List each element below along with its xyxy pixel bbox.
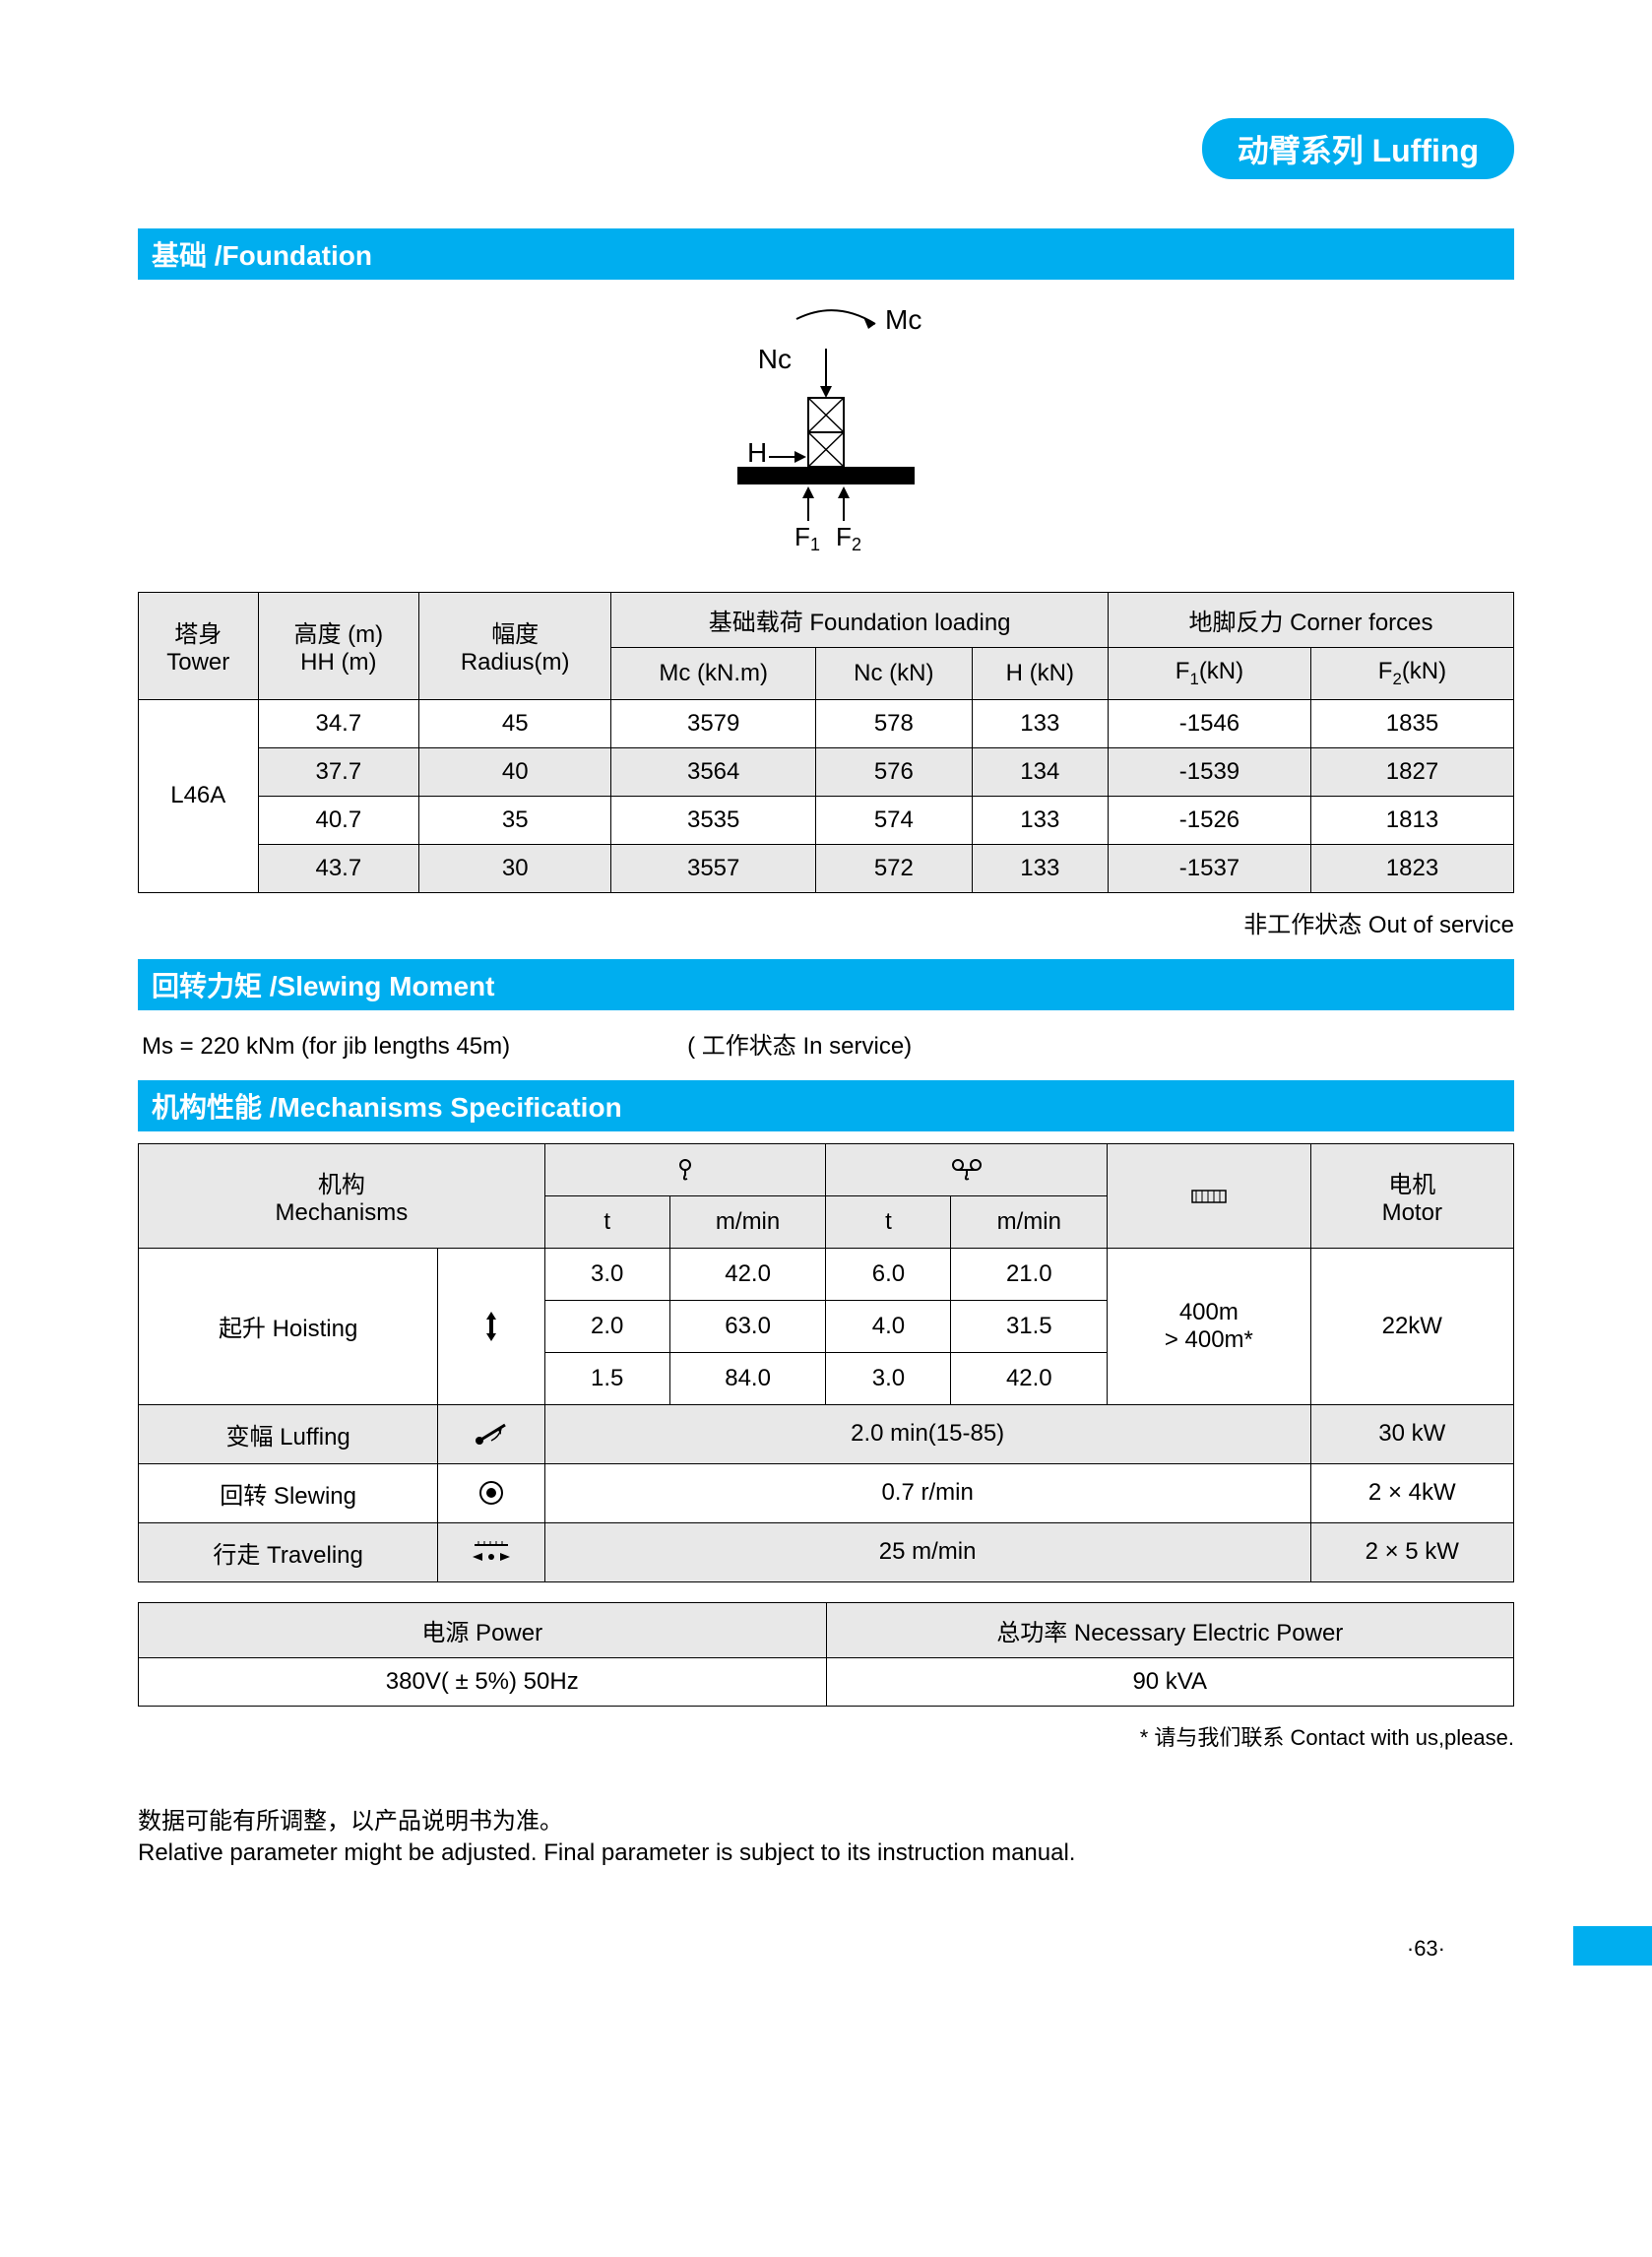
traveling-val: 25 m/min bbox=[544, 1522, 1310, 1581]
power-value: 380V( ± 5%) 50Hz bbox=[139, 1657, 827, 1706]
power-header: 电源 Power bbox=[139, 1602, 827, 1657]
col-motor: 电机 Motor bbox=[1310, 1143, 1513, 1248]
foundation-table: 塔身 Tower 高度 (m) HH (m) 幅度 Radius(m) 基础载荷… bbox=[138, 592, 1514, 893]
hoist-label: 起升 Hoisting bbox=[139, 1248, 438, 1404]
col-t1: t bbox=[544, 1195, 669, 1248]
header-pill: 动臂系列 Luffing bbox=[1202, 118, 1514, 179]
f2-label: F bbox=[836, 522, 852, 551]
col-nc: Nc (kN) bbox=[816, 648, 973, 700]
col-hh: 高度 (m) HH (m) bbox=[258, 593, 419, 700]
hoist-icon bbox=[438, 1248, 544, 1404]
luffing-val: 2.0 min(15-85) bbox=[544, 1404, 1310, 1463]
slewing-icon bbox=[438, 1463, 544, 1522]
foundation-row: 37.7 40 3564 576 134 -1539 1827 bbox=[139, 747, 1514, 796]
traveling-motor: 2 × 5 kW bbox=[1310, 1522, 1513, 1581]
luffing-motor: 30 kW bbox=[1310, 1404, 1513, 1463]
tower-cell: L46A bbox=[139, 699, 259, 892]
traveling-icon bbox=[438, 1522, 544, 1581]
luffing-row: 变幅 Luffing 2.0 min(15-85) 30 kW bbox=[139, 1404, 1514, 1463]
col-tower: 塔身 Tower bbox=[139, 593, 259, 700]
nep-value: 90 kVA bbox=[826, 1657, 1514, 1706]
hoist-rope: 400m > 400m* bbox=[1108, 1248, 1310, 1404]
slewing-row: 回转 Slewing 0.7 r/min 2 × 4kW bbox=[139, 1463, 1514, 1522]
foundation-section-bar: 基础 /Foundation bbox=[138, 228, 1514, 280]
slewing-val: 0.7 r/min bbox=[544, 1463, 1310, 1522]
col-t2: t bbox=[826, 1195, 951, 1248]
mechanisms-section-bar: 机构性能 /Mechanisms Specification bbox=[138, 1080, 1514, 1131]
foundation-row: L46A 34.7 45 3579 578 133 -1546 1835 bbox=[139, 699, 1514, 747]
col-f2: F2(kN) bbox=[1310, 648, 1513, 700]
col-s1: m/min bbox=[669, 1195, 826, 1248]
col-radius: 幅度 Radius(m) bbox=[419, 593, 611, 700]
svg-text:2: 2 bbox=[852, 535, 861, 554]
f1-label: F bbox=[794, 522, 810, 551]
power-table: 电源 Power 总功率 Necessary Electric Power 38… bbox=[138, 1602, 1514, 1707]
mechanisms-table: 机构 Mechanisms 电机 Motor t m/min t m/min 起… bbox=[138, 1143, 1514, 1582]
slewing-label: 回转 Slewing bbox=[139, 1463, 438, 1522]
foundation-diagram: Mc Nc H F 1 F 2 bbox=[138, 299, 1514, 562]
slewing-motor: 2 × 4kW bbox=[1310, 1463, 1513, 1522]
double-hook-icon bbox=[826, 1143, 1108, 1195]
page-tab bbox=[1573, 1926, 1652, 1966]
h-label: H bbox=[747, 437, 767, 468]
foundation-row: 43.7 30 3557 572 133 -1537 1823 bbox=[139, 844, 1514, 892]
hoist-motor: 22kW bbox=[1310, 1248, 1513, 1404]
col-f1: F1(kN) bbox=[1108, 648, 1310, 700]
svg-text:1: 1 bbox=[810, 535, 820, 554]
slewing-section-bar: 回转力矩 /Slewing Moment bbox=[138, 959, 1514, 1010]
mc-label: Mc bbox=[885, 304, 921, 335]
single-hook-icon bbox=[544, 1143, 826, 1195]
contact-footnote: * 请与我们联系 Contact with us,please. bbox=[138, 1720, 1514, 1752]
disclaimer-cn: 数据可能有所调整，以产品说明书为准。 bbox=[138, 1801, 1514, 1836]
luffing-icon bbox=[438, 1404, 544, 1463]
disclaimer-en: Relative parameter might be adjusted. Fi… bbox=[138, 1839, 1514, 1867]
traveling-label: 行走 Traveling bbox=[139, 1522, 438, 1581]
traveling-row: 行走 Traveling 25 m/min 2 × 5 kW bbox=[139, 1522, 1514, 1581]
slewing-text: Ms = 220 kNm (for jib lengths 45m)( 工作状态… bbox=[142, 1026, 1514, 1061]
hoist-row: 起升 Hoisting 3.0 42.0 6.0 21.0 400m > 400… bbox=[139, 1248, 1514, 1300]
col-h: H (kN) bbox=[972, 648, 1108, 700]
foundation-row: 40.7 35 3535 574 133 -1526 1813 bbox=[139, 796, 1514, 844]
col-loading: 基础载荷 Foundation loading bbox=[611, 593, 1109, 648]
page-number: ·63· bbox=[1407, 1936, 1445, 1962]
col-mc: Mc (kN.m) bbox=[611, 648, 816, 700]
foundation-note: 非工作状态 Out of service bbox=[138, 905, 1514, 939]
nep-header: 总功率 Necessary Electric Power bbox=[826, 1602, 1514, 1657]
col-s2: m/min bbox=[951, 1195, 1108, 1248]
rope-icon bbox=[1108, 1143, 1310, 1248]
col-corner: 地脚反力 Corner forces bbox=[1108, 593, 1513, 648]
luffing-label: 变幅 Luffing bbox=[139, 1404, 438, 1463]
nc-label: Nc bbox=[758, 344, 792, 374]
col-mech: 机构 Mechanisms bbox=[139, 1143, 545, 1248]
